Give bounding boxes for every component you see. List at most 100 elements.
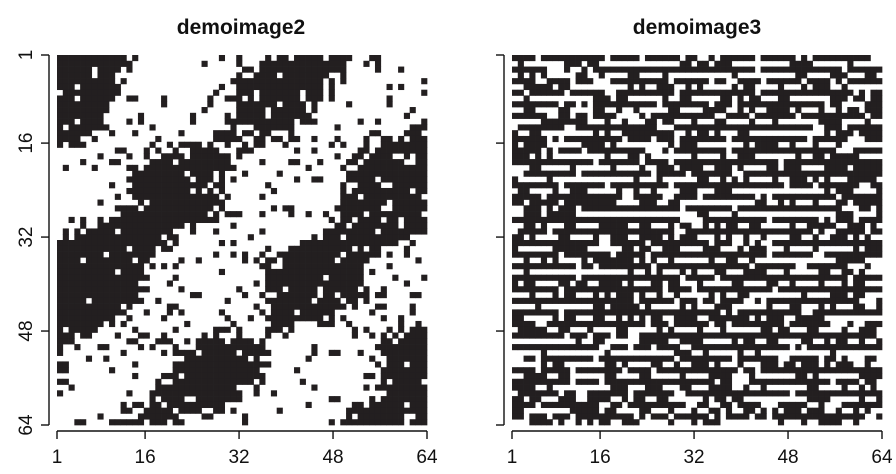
- image-cell: [213, 384, 220, 391]
- image-cell: [374, 199, 382, 206]
- image-cell: [97, 320, 104, 328]
- image-cell: [841, 135, 848, 143]
- image-cell: [380, 401, 387, 409]
- image-cell: [85, 263, 93, 270]
- image-cell: [702, 159, 709, 166]
- image-cell: [161, 153, 168, 160]
- image-cell: [415, 396, 422, 403]
- image-cell: [409, 240, 416, 247]
- image-cell: [714, 315, 721, 322]
- image-cell: [569, 199, 576, 206]
- image-cell: [754, 349, 761, 356]
- image-cell: [80, 303, 87, 310]
- image-cell: [749, 83, 756, 91]
- image-cell: [409, 303, 416, 310]
- image-cell: [783, 228, 790, 235]
- image-cell: [392, 211, 399, 218]
- image-cell: [639, 355, 646, 362]
- image-cell: [189, 182, 197, 189]
- image-cell: [189, 349, 197, 356]
- image-cell: [415, 159, 422, 166]
- image-cell: [540, 286, 548, 293]
- image-cell: [305, 240, 312, 247]
- image-cell: [616, 390, 623, 397]
- image-cell: [155, 170, 162, 177]
- image-cell: [592, 378, 600, 385]
- image-cell: [299, 60, 306, 67]
- image-cell: [253, 349, 260, 356]
- image-cell: [97, 315, 104, 322]
- image-cell: [351, 222, 358, 229]
- image-cell: [743, 153, 750, 160]
- image-cell: [552, 55, 559, 62]
- image-cell: [149, 401, 156, 409]
- image-cell: [592, 251, 600, 258]
- image-cell: [132, 240, 139, 247]
- image-cell: [592, 401, 600, 409]
- image-cell: [725, 390, 733, 397]
- image-cell: [512, 274, 519, 281]
- image-cell: [253, 118, 260, 125]
- image-cell: [68, 332, 75, 339]
- image-cell: [818, 83, 825, 91]
- image-cell: [351, 286, 358, 293]
- image-cell: [806, 240, 813, 247]
- image-cell: [294, 83, 301, 91]
- image-cell: [610, 101, 617, 108]
- image-cell: [103, 257, 110, 264]
- image-cell: [184, 372, 191, 380]
- image-cell: [685, 147, 692, 154]
- image-cell: [876, 101, 883, 108]
- image-cell: [639, 309, 646, 316]
- image-cell: [415, 124, 422, 131]
- image-cell: [818, 228, 825, 235]
- image-cell: [795, 182, 802, 189]
- image-cell: [328, 263, 335, 270]
- image-cell: [328, 66, 335, 73]
- image-cell: [853, 55, 860, 62]
- image-cell: [558, 159, 565, 166]
- image-cell: [858, 390, 866, 397]
- image-cell: [149, 141, 156, 148]
- image-cell: [650, 124, 657, 131]
- image-cell: [760, 234, 767, 241]
- image-cell: [242, 118, 249, 125]
- image-cell: [282, 118, 289, 125]
- image-cell: [610, 401, 617, 409]
- image-cell: [720, 378, 727, 385]
- image-cell: [529, 367, 536, 374]
- image-cell: [598, 280, 605, 287]
- image-cell: [535, 153, 542, 160]
- image-cell: [812, 141, 819, 148]
- image-cell: [616, 66, 623, 73]
- image-cell: [288, 83, 295, 91]
- image-cell: [74, 141, 81, 148]
- image-cell: [552, 118, 559, 125]
- image-cell: [714, 396, 721, 403]
- image-cell: [592, 112, 600, 119]
- image-cell: [847, 60, 854, 67]
- image-cell: [749, 320, 756, 328]
- image-cell: [276, 83, 283, 91]
- image-cell: [172, 349, 179, 356]
- image-cell: [161, 245, 168, 252]
- image-cell: [218, 182, 226, 189]
- image-cell: [517, 187, 524, 195]
- image-cell: [569, 407, 576, 414]
- image-cell: [812, 176, 819, 183]
- image-cell: [517, 401, 524, 409]
- image-cell: [858, 89, 866, 96]
- image-cell: [91, 303, 98, 310]
- image-cell: [581, 66, 588, 73]
- image-cell: [743, 89, 750, 96]
- image-cell: [587, 419, 594, 426]
- image-cell: [569, 159, 576, 166]
- image-cell: [552, 274, 559, 281]
- image-cell: [697, 378, 704, 385]
- image-cell: [328, 83, 335, 91]
- image-cell: [725, 372, 733, 380]
- image-cell: [149, 251, 156, 258]
- image-cell: [858, 199, 866, 206]
- image-cell: [864, 367, 871, 374]
- image-cell: [62, 55, 69, 62]
